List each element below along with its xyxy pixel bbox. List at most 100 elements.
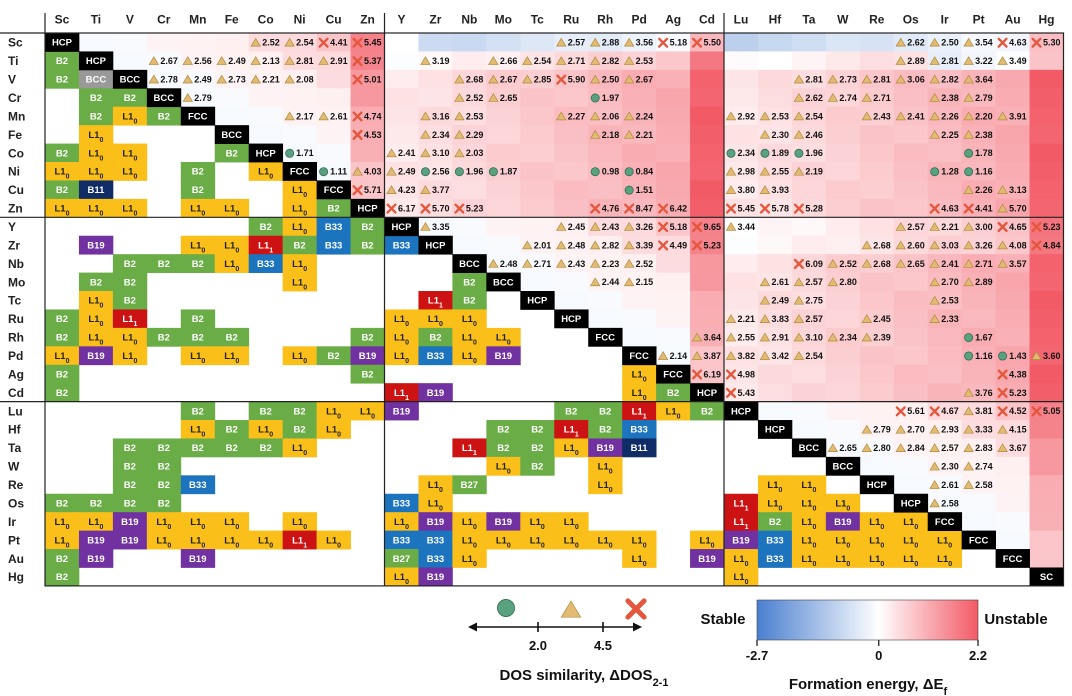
value-Ni-Cu: 1.11	[330, 167, 347, 177]
phase-label-Pt-Pd: L10	[632, 535, 647, 549]
energy-cell-Zn-Os	[893, 198, 929, 218]
energy-cell-Sc-Mo	[486, 33, 521, 52]
phase-cell-Cd-Zr	[418, 383, 453, 402]
marker-Co-Nb	[454, 148, 465, 158]
value-Rh-Re: 2.39	[873, 332, 891, 342]
energy-cell-Sc-Hf	[757, 33, 793, 52]
energy-cell-Ir-Pt	[961, 512, 996, 532]
phase-label-Ta-Cr: B2	[158, 443, 170, 454]
phase-cell-Lu-Cu	[316, 401, 351, 421]
phase-label-Mn-Cr: B2	[158, 111, 170, 122]
value-V-Pd: 2.67	[636, 74, 654, 84]
energy-cell-Zn-Hg	[1029, 198, 1064, 218]
marker-Ta-W	[827, 443, 839, 452]
value-Hf-Re: 2.79	[873, 425, 891, 435]
value-Ag-Lu: 4.98	[738, 369, 756, 379]
energy-cell-Ti-V	[112, 51, 148, 71]
phase-label-Rh-Mn: B2	[192, 333, 204, 344]
energy-cell-Nb-Cd	[690, 254, 725, 273]
value-Cu-Au: 3.13	[1009, 185, 1027, 195]
energy-cell-Ru-Hg	[1029, 309, 1064, 329]
diag-cell-Nb	[452, 254, 487, 273]
value-Cd-Pt: 3.76	[975, 388, 993, 398]
energy-cell-Ag-Cd	[690, 364, 725, 384]
phase-label-Ta-Mn: B2	[192, 443, 204, 454]
marker-Mn-Ir	[929, 111, 940, 121]
diag-label-Re: HCP	[867, 480, 888, 491]
row-header-Y: Y	[8, 220, 16, 234]
value-Lu-Pt: 3.81	[975, 406, 993, 416]
marker-Y-Cd-stroke-1	[691, 221, 703, 233]
marker-Mn-Ta	[793, 111, 805, 121]
phase-cell-Tc-Ti	[78, 291, 114, 310]
phase-cell-Os-V	[112, 493, 148, 513]
marker-Co-Y	[386, 148, 397, 158]
value-Cr-Ir: 2.38	[941, 93, 959, 103]
energy-cell-Zn-Y	[384, 198, 419, 218]
marker-Mn-Re	[861, 111, 873, 121]
phase-label-Hf-Fe: B2	[226, 425, 238, 436]
phase-label-Cr-Ti: B2	[90, 93, 102, 104]
energy-cell-Sc-V	[112, 33, 148, 52]
phase-cell-Fe-Ti	[78, 125, 114, 144]
energy-cell-Sc-Y	[384, 33, 419, 52]
energy-cell-Sc-Au	[995, 33, 1030, 52]
marker-Nb-Pd	[623, 258, 635, 268]
phase-label-Os-Lu: L11	[733, 498, 748, 512]
value-Zn-Ta: 5.28	[805, 203, 823, 213]
marker-V-Pd	[623, 74, 635, 84]
phase-label-Re-Zr: L10	[428, 480, 443, 494]
energy-cell-Y-Cd	[690, 217, 725, 237]
value-Nb-Pt: 2.71	[975, 259, 993, 269]
diag-cell-Ni	[282, 162, 317, 181]
energy-cell-Ti-Cr	[146, 51, 182, 71]
value-Cr-Rh: 1.97	[602, 93, 620, 103]
marker-Y-Hg	[1031, 221, 1042, 233]
marker-Cu-Y	[386, 185, 397, 194]
marker-Nb-Ta	[793, 258, 804, 269]
energy-cell-V-Hf	[757, 69, 793, 89]
value-Cr-Mn: 2.79	[194, 93, 212, 103]
phase-cell-Rh-Mo	[486, 327, 521, 347]
value-Sc-Ir: 2.50	[941, 38, 959, 48]
marker-Cd-Lu	[725, 387, 737, 398]
energy-cell-V-Zr	[418, 69, 453, 89]
value-Mn-Ru: 2.27	[568, 111, 586, 121]
energy-cell-Zn-Hf	[757, 198, 793, 218]
energy-cell-Ti-Y	[384, 51, 419, 71]
value-Hf-Au: 4.15	[1009, 425, 1027, 435]
energy-cell-Zr-Cd	[690, 235, 725, 255]
row-header-Hg: Hg	[8, 570, 24, 584]
phase-label-Rh-Y: L10	[394, 333, 409, 347]
energy-cell-Mn-Mo	[486, 106, 521, 126]
value-Pd-Cd: 3.87	[704, 351, 722, 361]
energy-cell-Ir-Hg	[1029, 512, 1064, 532]
phase-cell-Au-W	[825, 549, 861, 568]
value-Mn-Zn: 4.74	[364, 111, 382, 121]
energy-cell-Ti-Lu	[724, 51, 759, 71]
phase-cell-Os-Cr	[146, 493, 182, 513]
energy-cell-Sc-Cu	[316, 33, 351, 52]
marker-Zn-Ta-stroke-1	[793, 203, 804, 214]
energy-cell-Fe-Hg	[1029, 125, 1064, 144]
energy-cell-Cu-Hf	[757, 180, 793, 200]
phase-cell-Zn-V	[112, 198, 148, 218]
energy-cell-Y-Hf	[757, 217, 793, 237]
phase-cell-Rh-Y	[384, 327, 419, 347]
phase-label-Cd-Y: L11	[394, 388, 409, 402]
phase-label-Pd-Zr: B33	[427, 351, 444, 362]
diag-label-Ru: HCP	[561, 314, 582, 325]
value-Ti-Zr: 3.19	[432, 56, 450, 66]
value-Mo-Pd: 2.15	[636, 277, 654, 287]
diag-label-Tc: HCP	[527, 296, 548, 307]
phase-label-Hf-Mn: L10	[190, 425, 205, 439]
phase-cell-Pd-Ni	[282, 346, 317, 366]
energy-cell-Rh-Lu	[724, 327, 759, 347]
energy-cell-Sc-Co	[248, 33, 284, 52]
phase-cell-Cd-Ag	[656, 383, 691, 402]
energy-cell-Fe-Ir	[927, 125, 963, 144]
energy-cell-Fe-Lu	[724, 125, 759, 144]
phase-label-Ag-Pd: L10	[632, 369, 647, 383]
phase-label-Ag-Sc: B2	[56, 369, 68, 380]
energy-cell-Cu-Cd	[690, 180, 725, 200]
